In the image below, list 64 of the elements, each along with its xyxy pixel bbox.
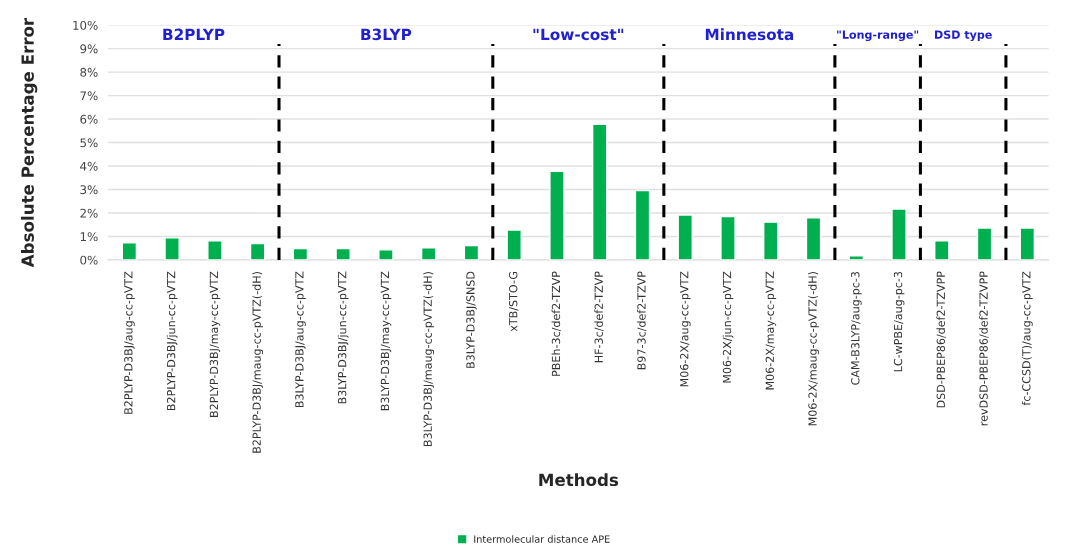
bar xyxy=(549,170,565,260)
x-tick-label: M06-2X/aug-cc-pVTZ xyxy=(680,271,691,387)
y-tick-label: 4% xyxy=(80,161,98,171)
y-tick-label: 0% xyxy=(80,255,98,265)
y-tick-label: 7% xyxy=(80,91,98,101)
legend-label: Intermolecular distance APE xyxy=(474,535,610,543)
x-tick-label: B3LYP-D3BJ/jun-cc-pVTZ xyxy=(337,271,349,404)
annotation: "Long-range" xyxy=(837,30,919,42)
bar xyxy=(634,189,651,260)
y-tick-label: 6% xyxy=(80,114,98,124)
x-tick-label: PBEh-3c/def2-TZVP xyxy=(551,271,562,376)
x-tick-label: B2PLYP-D3BJ/may-cc-pVTZ xyxy=(209,271,221,417)
x-tick-label: B97-3c/def2-TZVP xyxy=(637,271,647,370)
y-tick-label: 5% xyxy=(80,138,98,148)
bar xyxy=(591,123,608,260)
annotation: Minnesota xyxy=(705,28,794,41)
x-tick-label: B2PLYP-D3BJ/maug-cc-pVTZ(-dH) xyxy=(252,272,264,453)
bar xyxy=(934,240,950,260)
y-tick-label: 1% xyxy=(80,232,98,242)
y-tick-label: 3% xyxy=(80,185,98,195)
bar xyxy=(976,227,993,260)
bar xyxy=(891,208,907,260)
y-tick-label: 10% xyxy=(73,20,98,30)
x-tick-label: B3LYP-D3BJ/aug-cc-pVTZ xyxy=(295,271,306,408)
x-tick-label: B3LYP-D3BJ/maug-cc-pVTZ(-dH) xyxy=(423,272,435,446)
x-tick-label: CAM-B3LYP/aug-pc-3 xyxy=(851,271,862,385)
x-tick-label: LC-wPBE/aug-pc-3 xyxy=(893,271,905,372)
x-tick-label: M06-2X/may-cc-pVTZ xyxy=(765,271,777,390)
bar xyxy=(292,247,309,260)
y-tick-label: 8% xyxy=(80,67,98,77)
bar xyxy=(420,247,437,260)
x-tick-label: HF-3c/def2-TZVP xyxy=(594,271,604,363)
y-tick-label: 2% xyxy=(80,208,98,218)
bar xyxy=(249,242,266,260)
x-tick-label: DSD-PBEP86/def2-TZVPP xyxy=(936,271,946,408)
x-tick-label: M06-2X/maug-cc-pVTZ(-dH) xyxy=(808,272,819,426)
bar xyxy=(378,249,394,260)
y-tick-label: 9% xyxy=(80,44,98,54)
x-tick-label: fc-CCSD(T)/aug-cc-pVTZ xyxy=(1021,271,1033,406)
x-tick-label: B3LYP-D3BJ/may-cc-pVTZ xyxy=(380,271,392,411)
x-tick-label: M06-2X/jun-cc-pVTZ xyxy=(722,271,734,383)
bar xyxy=(164,237,180,260)
x-tick-label: B3LYP-D3BJ/SNSD xyxy=(466,271,477,368)
bar xyxy=(207,239,223,260)
bar xyxy=(121,242,138,260)
bar xyxy=(720,215,736,260)
y-axis-title: Absolute Percentage Error xyxy=(21,17,38,268)
annotation: B2PLYP xyxy=(163,28,225,40)
bar xyxy=(1019,227,1036,260)
annotation: DSD type xyxy=(935,30,992,42)
bar xyxy=(463,244,480,260)
x-tick-label: xTB/STO-G xyxy=(509,271,519,332)
x-axis-title: Methods xyxy=(539,473,619,487)
x-tick-label: revDSD-PBEP86/def2-TZVPP xyxy=(979,271,989,426)
annotation: "Low-cost" xyxy=(533,28,624,41)
bar xyxy=(506,229,522,260)
bar xyxy=(805,217,822,260)
bar xyxy=(335,247,351,260)
x-tick-label: B2PLYP-D3BJ/jun-cc-pVTZ xyxy=(166,271,178,411)
bar xyxy=(848,255,865,260)
bar xyxy=(677,214,693,260)
x-tick-label: B2PLYP-D3BJ/aug-cc-pVTZ xyxy=(124,271,135,414)
bar xyxy=(762,221,779,260)
annotation: B3LYP xyxy=(361,28,412,41)
